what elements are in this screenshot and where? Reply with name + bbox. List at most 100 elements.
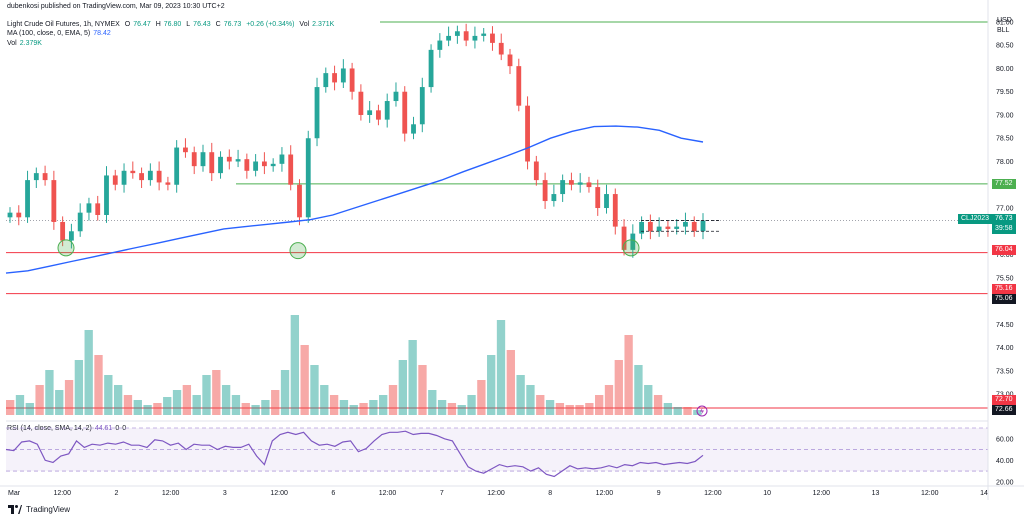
candle-body <box>525 105 530 162</box>
tradingview-logo-icon <box>8 505 22 514</box>
last-price-tag: 76.73 <box>992 214 1016 224</box>
candle-body <box>165 182 171 185</box>
candle-body <box>314 87 320 139</box>
candle-body <box>691 221 697 232</box>
candle-body <box>174 147 180 185</box>
rsi-legend: RSI (14, close, SMA, 14, 2)44.6100 <box>7 424 129 433</box>
level-red-tag-3: 72.70 <box>992 395 1016 405</box>
candle-body <box>533 161 539 181</box>
candle-body <box>7 212 13 218</box>
candle-body <box>156 170 162 183</box>
candle-body <box>104 175 109 215</box>
candle-body <box>656 226 662 232</box>
volume-bar <box>94 355 103 415</box>
candle-body <box>130 170 136 174</box>
volume-bar <box>428 390 437 415</box>
volume-bar <box>143 405 152 415</box>
x-tick-label: 10 <box>763 490 771 497</box>
volume-bar <box>575 405 584 415</box>
volume-bar <box>290 315 300 415</box>
candle-body <box>60 221 66 241</box>
y-tick-label: 80.00 <box>996 66 1014 73</box>
x-tick-label: 12:00 <box>487 490 505 497</box>
volume-bar <box>133 400 142 415</box>
price-chart-svg[interactable]: 60.00 40.00 20.00 81.00 80.50 80.00 79.50 79.0… <box>0 0 1024 500</box>
vol-legend: Vol 2.379K <box>7 40 42 47</box>
volume-bar <box>536 395 545 415</box>
candle-body <box>147 170 153 181</box>
volume-bar <box>349 405 358 415</box>
candle-body <box>261 161 267 167</box>
volume-bar <box>663 403 673 415</box>
candle-body <box>112 175 118 185</box>
candle-body <box>77 212 83 232</box>
volume-bar <box>6 400 15 415</box>
candle-body <box>121 170 127 185</box>
candle-body <box>647 221 653 232</box>
level-green-tag: 77.52 <box>992 179 1016 189</box>
y-tick-label: 74.50 <box>996 322 1014 329</box>
candle-body <box>349 68 355 92</box>
volume-bar <box>506 350 515 415</box>
candle-body <box>86 203 92 213</box>
candle-body <box>139 173 144 181</box>
y-tick-label: 78.00 <box>996 159 1014 166</box>
volume-bar <box>516 375 525 415</box>
candle-body <box>411 124 416 134</box>
volume-bar <box>310 365 319 415</box>
volume-bar <box>467 395 476 415</box>
volume-bar <box>55 390 64 415</box>
y-tick-label: 76.00 <box>996 252 1014 259</box>
rsi-y-tick-label: 40.00 <box>996 458 1014 465</box>
rsi-line <box>5 430 704 478</box>
candle-body <box>551 194 557 202</box>
volume-bar <box>192 395 201 415</box>
x-tick-label: 12:00 <box>813 490 831 497</box>
candle-body <box>472 35 478 41</box>
candle-body <box>209 152 215 174</box>
unit-label: BLL <box>997 27 1010 34</box>
candle-body <box>25 180 30 218</box>
y-tick-label: 78.50 <box>996 136 1014 143</box>
y-tick-label: 80.50 <box>996 43 1014 50</box>
x-tick-label: 12:00 <box>270 490 288 497</box>
candle-body <box>33 173 39 181</box>
volume-bar <box>398 360 407 415</box>
volume-bar <box>172 390 182 415</box>
volume-bar <box>74 360 84 415</box>
symbol-tag: CLJ2023 <box>958 214 993 224</box>
candle-body <box>340 68 346 83</box>
volume-bar <box>339 400 349 415</box>
tradingview-footer[interactable]: TradingView <box>8 505 70 514</box>
support-touch-marker <box>289 242 307 260</box>
candle-body <box>454 31 460 36</box>
candle-body <box>95 203 101 215</box>
support-touch-marker <box>622 239 640 257</box>
volume-bar <box>526 385 535 415</box>
x-tick-label: 12:00 <box>53 490 71 497</box>
volume-bar <box>104 375 113 415</box>
volume-bar <box>359 403 368 415</box>
candle-body <box>226 156 232 162</box>
lightning-glyph <box>700 407 704 415</box>
y-tick-label: 81.00 <box>996 19 1014 26</box>
candle-body <box>367 110 373 115</box>
level-black-tag-2: 72.66 <box>992 405 1016 415</box>
candle-body <box>393 91 399 102</box>
candle-body <box>630 233 636 250</box>
y-tick-label: 79.00 <box>996 112 1014 119</box>
y-tick-label: 77.00 <box>996 206 1014 213</box>
volume-bar <box>418 365 427 415</box>
volume-bar <box>437 400 447 415</box>
candle-body <box>288 154 294 185</box>
x-tick-label: 12:00 <box>704 490 722 497</box>
candle-body <box>577 182 583 185</box>
volume-bar <box>545 400 555 415</box>
candle-body <box>218 156 223 174</box>
volume-bar <box>241 403 250 415</box>
volume-bar <box>653 395 663 415</box>
candle-body <box>560 180 566 195</box>
volume-bar <box>64 380 74 415</box>
candle-body <box>253 161 259 171</box>
